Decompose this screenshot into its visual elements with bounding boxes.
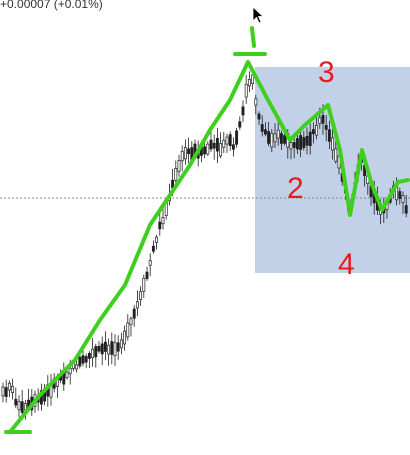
- candle-body: [203, 146, 207, 155]
- candle-body: [187, 148, 191, 155]
- candle-body: [263, 129, 267, 135]
- candle-body: [68, 367, 72, 375]
- price-change-label: +0.00007 (+0.01%): [0, 0, 103, 11]
- candle-body: [116, 342, 120, 352]
- candle-body: [103, 341, 107, 352]
- candle-body: [119, 339, 123, 349]
- candle-body: [158, 221, 162, 230]
- candle-body: [212, 142, 216, 149]
- highlight-zone: [255, 67, 410, 273]
- candle-body: [398, 191, 402, 199]
- candle-body: [81, 355, 85, 364]
- candle-body: [135, 301, 139, 309]
- candle-body: [270, 132, 274, 148]
- candle-body: [161, 217, 165, 225]
- candle-body: [327, 129, 331, 142]
- candle-body: [311, 129, 315, 135]
- candle-body: [148, 260, 152, 266]
- candle-body: [241, 106, 245, 116]
- candle-body: [308, 131, 312, 146]
- candle-body: [273, 133, 277, 143]
- candle-body: [126, 322, 130, 338]
- candle-body: [257, 113, 261, 120]
- candle-body: [219, 143, 223, 157]
- candle-body: [132, 308, 136, 319]
- candle-body: [404, 205, 408, 214]
- candle-body: [289, 142, 293, 150]
- candle-body: [299, 135, 303, 150]
- top-tick: [250, 26, 256, 48]
- candle-body: [110, 341, 114, 355]
- wave-label-4: 4: [338, 248, 355, 281]
- mouse-cursor-icon: [252, 6, 265, 24]
- wave-label-3: 3: [318, 56, 335, 89]
- candle-body: [302, 137, 306, 149]
- candle-body: [174, 168, 178, 181]
- candle-body: [65, 371, 69, 378]
- candle-body: [183, 147, 187, 160]
- candle-body: [20, 401, 24, 413]
- candle-body: [78, 356, 82, 367]
- candle-body: [292, 142, 296, 148]
- candle-body: [94, 346, 98, 358]
- candle-body: [244, 83, 248, 98]
- candle-body: [321, 115, 325, 124]
- overlay-group: [4, 26, 410, 434]
- candle-body: [139, 291, 143, 301]
- candle-body: [75, 364, 79, 370]
- wave-label-2: 2: [287, 172, 304, 205]
- candle-body: [206, 143, 210, 155]
- candle-body: [276, 129, 280, 139]
- candle-body: [180, 150, 184, 162]
- candles-group: [1, 67, 408, 420]
- candle-body: [279, 133, 283, 144]
- candle-body: [318, 117, 322, 124]
- candle-body: [228, 134, 232, 147]
- candle-body: [254, 98, 258, 106]
- candle-body: [331, 137, 335, 151]
- candle-body: [155, 236, 159, 243]
- candle-body: [100, 343, 104, 355]
- candle-body: [7, 382, 11, 391]
- candle-body: [11, 385, 15, 393]
- candle-body: [247, 78, 251, 87]
- candle-body: [4, 387, 8, 397]
- candle-body: [151, 245, 155, 252]
- candle-body: [225, 136, 229, 145]
- candle-body: [91, 348, 95, 359]
- candle-body: [14, 398, 18, 406]
- candle-body: [87, 352, 91, 359]
- candle-body: [107, 344, 111, 355]
- candle-body: [215, 137, 219, 152]
- candle-body: [123, 330, 127, 345]
- candle-body: [113, 342, 117, 357]
- candle-body: [334, 148, 338, 162]
- candle-body: [97, 345, 101, 352]
- candle-body: [142, 277, 146, 292]
- candle-body: [129, 318, 133, 326]
- candle-body: [209, 139, 213, 150]
- candle-body: [295, 138, 299, 150]
- candle-body: [305, 135, 309, 146]
- overlay-path: [8, 60, 410, 434]
- candle-body: [315, 124, 319, 136]
- candle-body: [84, 356, 88, 363]
- candle-body: [222, 139, 226, 148]
- candle-body: [324, 125, 328, 130]
- candle-body: [177, 160, 181, 172]
- candle-body: [401, 195, 405, 203]
- candle-body: [231, 144, 235, 150]
- candle-body: [1, 386, 5, 397]
- candle-body: [283, 135, 287, 144]
- candle-body: [145, 271, 149, 279]
- candle-body: [238, 121, 242, 128]
- candle-body: [235, 130, 239, 145]
- candle-body: [17, 401, 21, 411]
- candle-body: [267, 131, 271, 144]
- candle-body: [260, 124, 264, 132]
